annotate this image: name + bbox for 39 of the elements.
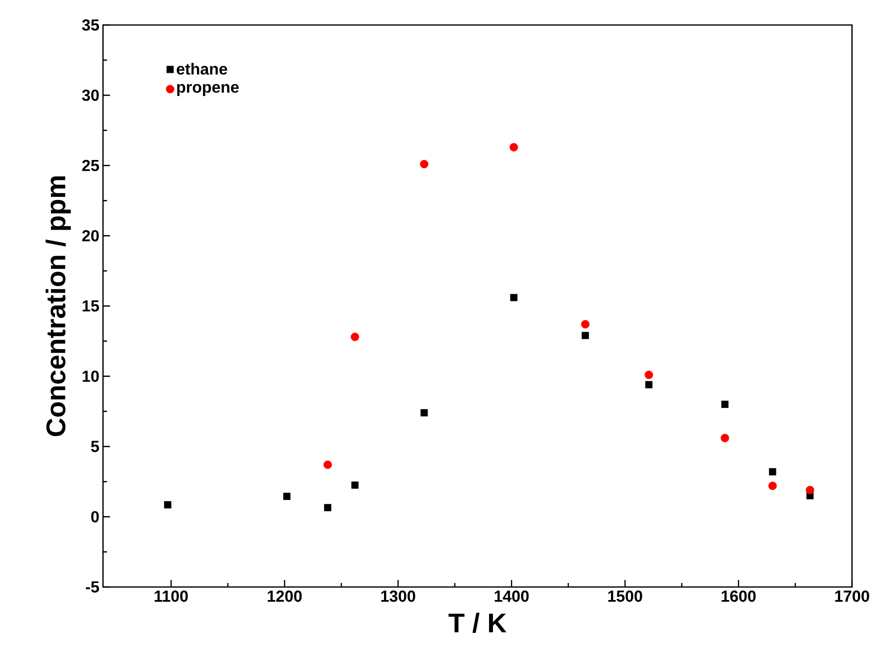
point (806, 486, 814, 494)
y-axis-title: Concentration / ppm (46, 176, 71, 436)
x-tick-label: 1200 (268, 590, 302, 602)
point (324, 460, 332, 469)
y-tick-label: 35 (82, 19, 100, 31)
point (768, 468, 776, 476)
y-tick-label: 25 (82, 160, 100, 172)
x-tick-label: 1400 (494, 590, 529, 602)
y-tick-label: -5 (86, 581, 100, 593)
point (645, 381, 652, 388)
legend-label: propene (177, 84, 239, 96)
point (510, 294, 518, 302)
x-tick-label: 1100 (154, 590, 188, 602)
point (581, 320, 590, 328)
point (164, 501, 172, 508)
x-axis-title: T / K (448, 612, 506, 633)
point (582, 332, 589, 340)
y-tick-label: 5 (91, 440, 100, 452)
legend-label: ethane (176, 62, 228, 75)
point (283, 492, 290, 500)
point (768, 482, 777, 490)
point (351, 482, 359, 489)
point (720, 434, 730, 442)
point (721, 400, 728, 408)
y-tick-label: 10 (82, 370, 99, 382)
x-tick-label: 1500 (608, 590, 642, 602)
y-tick-label: 15 (82, 300, 100, 312)
x-tick-label: 1600 (722, 590, 756, 602)
point (420, 160, 428, 168)
point (644, 370, 654, 380)
point (324, 504, 332, 512)
point (420, 409, 428, 416)
y-tick-label: 30 (82, 90, 99, 101)
x-tick-label: 1300 (381, 590, 416, 602)
point (350, 332, 360, 342)
y-tick-label: 0 (91, 511, 99, 522)
y-tick-label: 20 (82, 230, 99, 242)
point (510, 143, 518, 152)
x-tick-label: 1700 (835, 590, 870, 602)
